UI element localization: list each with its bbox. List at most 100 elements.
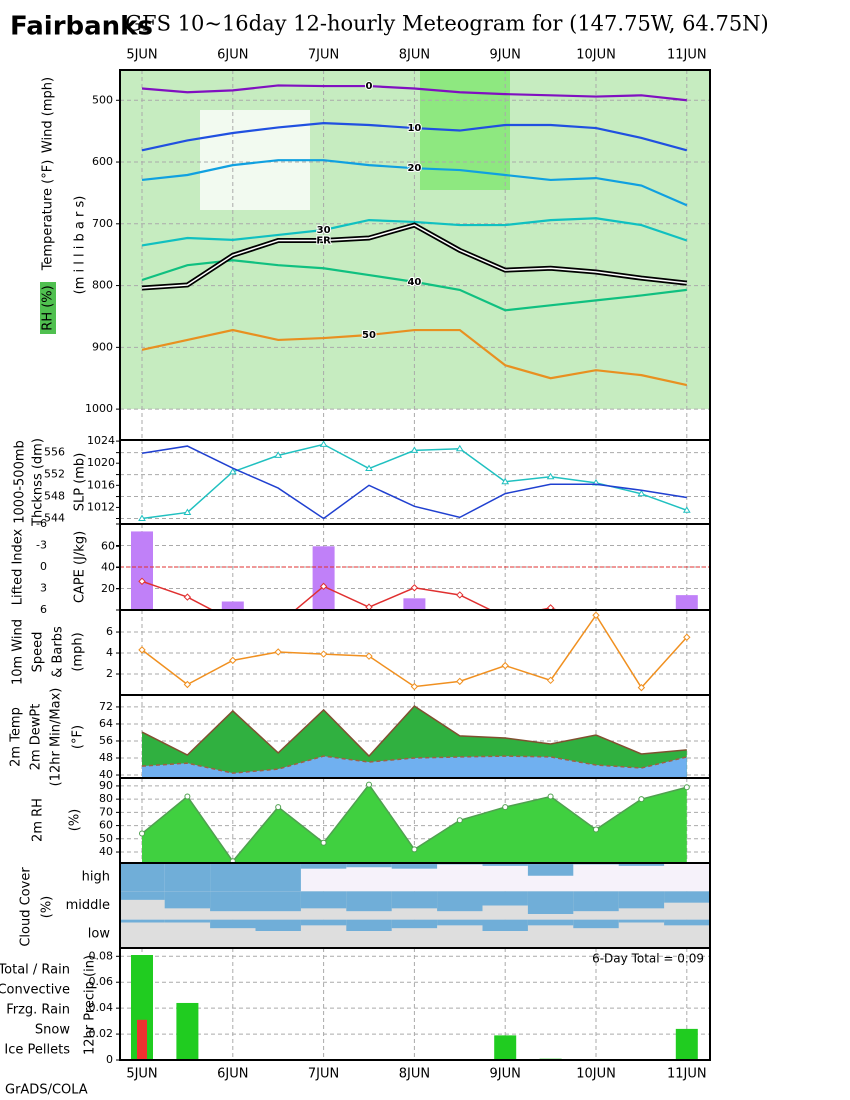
line bbox=[141, 328, 688, 387]
point bbox=[411, 846, 418, 853]
point bbox=[593, 826, 600, 833]
point bbox=[682, 506, 691, 513]
axis-title: (m i l l i b a r s) bbox=[73, 196, 88, 295]
line bbox=[141, 122, 688, 152]
axis-title: 10m Wind bbox=[11, 619, 26, 685]
cloud-level-label: low bbox=[88, 926, 111, 941]
point bbox=[228, 467, 237, 475]
cloud-bar bbox=[300, 863, 347, 869]
axis-title: Temperature (°F) bbox=[41, 160, 56, 272]
line bbox=[141, 259, 687, 312]
axis-title: 2m DewPt bbox=[29, 704, 44, 771]
legend-entry: Frzg. Rain bbox=[6, 1003, 70, 1018]
point bbox=[274, 451, 283, 458]
cloud-bar bbox=[482, 919, 528, 931]
legend-entry: Total / Rain bbox=[0, 963, 70, 978]
axis-title: (°F) bbox=[71, 725, 86, 749]
cloud-bar bbox=[573, 919, 619, 929]
y-tick-label: -3 bbox=[36, 539, 47, 552]
y-tick-label: 48 bbox=[99, 751, 113, 764]
point bbox=[320, 839, 327, 846]
cloud-bar bbox=[210, 919, 256, 929]
cape-bar bbox=[403, 598, 426, 610]
point bbox=[183, 593, 192, 601]
y-tick-label: -6 bbox=[36, 517, 47, 530]
cloud-bar bbox=[164, 919, 211, 923]
point bbox=[365, 652, 373, 660]
y-tick-label: 0.08 bbox=[89, 949, 114, 962]
footer: GrADS/COLA bbox=[5, 1083, 88, 1098]
point bbox=[319, 650, 328, 658]
cloud-bar bbox=[210, 863, 256, 892]
precip-bar bbox=[494, 1035, 517, 1060]
cloud-bar bbox=[164, 891, 211, 909]
point bbox=[365, 603, 373, 610]
legend-entry: Ice Pellets bbox=[4, 1043, 70, 1058]
precip-bar bbox=[176, 1002, 199, 1060]
y-tick-label: 900 bbox=[92, 340, 113, 353]
point bbox=[275, 804, 282, 811]
axis-title: 2m RH bbox=[31, 798, 46, 842]
area bbox=[142, 756, 687, 778]
y-tick-label: 80 bbox=[99, 792, 113, 805]
axis-title: Cloud Cover bbox=[19, 867, 34, 947]
panel bbox=[120, 863, 710, 948]
point bbox=[638, 621, 644, 627]
contour-label: 40 bbox=[407, 277, 421, 288]
precip-bar bbox=[675, 1028, 698, 1060]
axis-title: Wind (mph) bbox=[41, 77, 56, 153]
contour-label: 10 bbox=[407, 123, 421, 134]
axis-title: Lifted Index bbox=[11, 528, 26, 605]
y-tick-label: 4 bbox=[106, 646, 113, 659]
cloud-bar bbox=[527, 919, 574, 926]
cloud-bar bbox=[391, 863, 438, 869]
y-tick-label: 600 bbox=[92, 155, 113, 168]
contour-label: 0 bbox=[366, 81, 373, 92]
point bbox=[183, 680, 192, 689]
axis-title: (%) bbox=[68, 809, 83, 832]
y-tick-label: 500 bbox=[92, 93, 113, 106]
y-tick-label: 72 bbox=[99, 700, 113, 713]
cloud-bar bbox=[664, 919, 710, 926]
x-tick-label: 7JUN bbox=[308, 48, 339, 63]
cloud-bar bbox=[210, 891, 256, 912]
line bbox=[141, 705, 687, 758]
x-tick-label: 8JUN bbox=[399, 1067, 430, 1082]
precip-bar bbox=[137, 1019, 147, 1060]
point bbox=[592, 611, 600, 619]
cloud-bar bbox=[346, 863, 392, 868]
precip-bar bbox=[131, 955, 153, 1060]
freezing-line-inner bbox=[141, 224, 687, 289]
cape-bar bbox=[221, 601, 244, 610]
x-tick-label: 6JUN bbox=[217, 48, 248, 63]
point bbox=[638, 796, 645, 803]
x-tick-label: 9JUN bbox=[490, 1067, 521, 1082]
point bbox=[229, 858, 236, 863]
x-tick-label: 10JUN bbox=[576, 48, 616, 63]
x-tick-label: 5JUN bbox=[126, 48, 157, 63]
point bbox=[138, 646, 146, 654]
y-tick-label: 548 bbox=[44, 490, 65, 503]
point bbox=[229, 656, 237, 665]
panel bbox=[120, 610, 710, 695]
point bbox=[139, 830, 146, 837]
point bbox=[546, 472, 555, 480]
point bbox=[683, 784, 690, 791]
point bbox=[455, 444, 464, 452]
x-tick-label: 10JUN bbox=[576, 1067, 616, 1082]
y-tick-label: 1016 bbox=[87, 478, 115, 491]
contour-label: 30 bbox=[317, 225, 331, 236]
y-tick-label: 70 bbox=[99, 805, 113, 818]
point bbox=[319, 440, 328, 447]
x-tick-label: 5JUN bbox=[126, 1067, 157, 1082]
point bbox=[546, 604, 555, 610]
axis-title: CAPE (J/kg) bbox=[73, 531, 88, 603]
cloud-bar bbox=[255, 863, 301, 892]
line bbox=[141, 84, 687, 102]
y-tick-label: 3 bbox=[40, 582, 47, 595]
point bbox=[501, 477, 510, 485]
axis-title: SLP (mb) bbox=[73, 453, 88, 512]
cloud-bar bbox=[391, 891, 438, 909]
cloud-bar bbox=[437, 891, 483, 912]
